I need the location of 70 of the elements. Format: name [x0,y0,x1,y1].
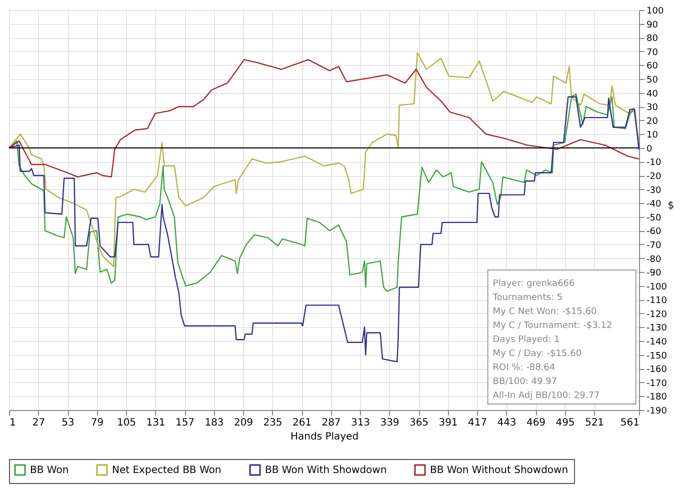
x-tick-label: 391 [438,418,458,428]
y-tick-label: -30 [646,186,662,196]
y-tick-label: 70 [646,48,658,58]
y-tick-label: 50 [646,75,658,86]
legend-label: BB Won With Showdown [265,465,387,476]
x-tick-label: 209 [234,418,254,428]
x-tick-label: 521 [584,418,604,428]
y-tick-label: 100 [646,6,664,16]
y-tick-label: -70 [646,240,662,251]
y-tick-label: -170 [646,378,668,389]
x-tick-label: 417 [468,418,488,428]
x-tick-label: 235 [263,418,282,428]
y-tick-label: 20 [646,116,658,127]
x-tick-label: 53 [62,418,74,428]
annotation: BB/100: 49.97 [492,377,558,387]
legend-label: Net Expected BB Won [112,465,222,476]
y-tick-label: 10 [646,130,658,141]
annotation: My C / Tournament: -$3.12 [492,321,612,331]
annotation: All-In Adj BB/100: 29.77 [492,391,600,401]
x-tick-label: 339 [380,418,400,428]
x-tick-label: 183 [204,418,224,428]
annotation: My C Net Won: -$15.60 [492,307,598,317]
line-series [8,96,640,362]
y-tick-label: -80 [646,254,662,265]
x-tick-label: 1 [10,418,16,428]
y-tick-label: -90 [646,268,662,279]
y-tick-label: -190 [646,406,668,416]
x-tick-label: 261 [292,418,312,428]
x-tick-label: 443 [497,418,516,428]
x-tick-label: 131 [146,418,166,428]
y-tick-label: -100 [646,282,668,292]
annotation: Tournaments: 5 [492,293,563,303]
y-tick-label: 60 [646,62,658,72]
y-tick-label: -10 [646,158,662,168]
x-axis-title: Hands Played [290,432,359,442]
x-tick-label: 157 [175,418,195,428]
y-tick-label: -150 [646,351,668,362]
y-tick-label: -20 [646,172,662,182]
x-tick-label: 365 [409,418,429,428]
y-tick-label: -120 [646,310,668,320]
annotation: Player: grenka666 [492,279,576,289]
y-tick-label: -130 [646,324,668,334]
annotation: ROI %: -88.64 [492,363,556,373]
legend-label: BB Won [30,465,69,476]
y-tick-label: 30 [646,103,658,114]
annotation: Days Played: 1 [492,335,560,345]
y-tick-label: -140 [646,338,668,348]
line-series [8,59,640,178]
y-tick-label: -50 [646,213,662,224]
x-tick-label: 105 [116,418,136,428]
x-tick-label: 287 [322,418,341,428]
y-tick-label: 0 [646,144,652,154]
y-tick-label: -160 [646,365,668,376]
x-tick-label: 495 [556,418,575,428]
y-tick-label: -60 [646,227,662,238]
x-tick-label: 79 [90,418,104,428]
x-tick-label: 313 [350,418,370,428]
legend-label: BB Won Without Showdown [430,465,568,476]
annotation: My C / Day: -$15.60 [492,349,582,359]
y-tick-label: 40 [646,89,658,100]
x-tick-label: 27 [32,418,46,428]
line-series [8,52,640,268]
y-tick-label: 90 [646,20,658,30]
y-tick-label: -40 [646,200,662,210]
y-tick-label: 80 [646,34,658,44]
y-tick-label: -110 [646,296,668,306]
y-tick-label: -180 [646,392,668,403]
x-tick-label: 561 [620,418,640,428]
y-axis-title: $ [668,200,674,212]
x-tick-label: 469 [526,418,546,428]
